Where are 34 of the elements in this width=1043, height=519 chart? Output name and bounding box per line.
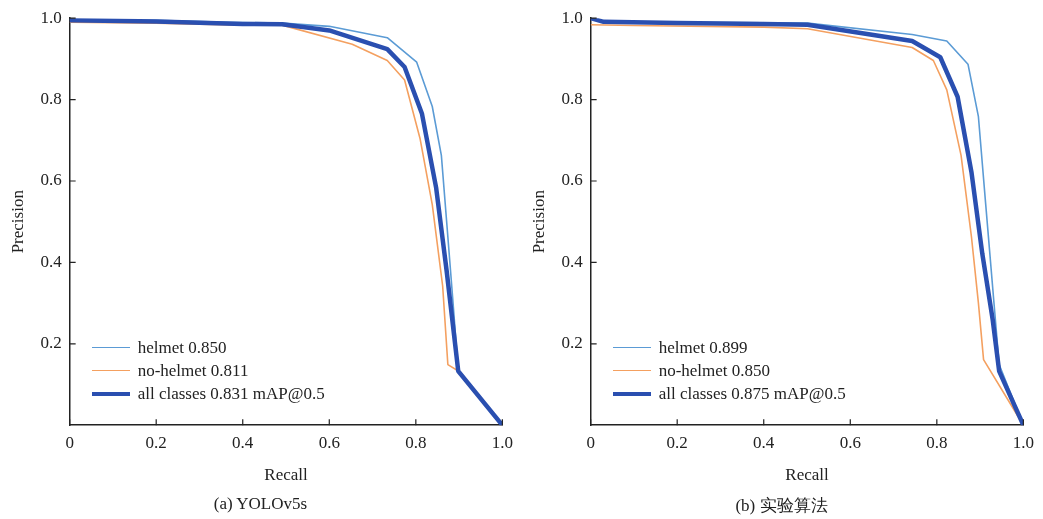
y-tick-label: 0.4	[561, 251, 584, 271]
x-tick-label: 0	[586, 432, 595, 452]
x-tick-label: 0.2	[666, 432, 688, 452]
x-tick-label: 0.4	[232, 432, 254, 452]
x-tick-label: 1.0	[491, 432, 513, 452]
x-tick-label: 0.8	[405, 432, 427, 452]
x-tick-label: 0.8	[926, 432, 948, 452]
x-tick-label: 0.6	[839, 432, 861, 452]
x-tick-label: 1.0	[1012, 432, 1034, 452]
legend-label: all classes 0.831 mAP@0.5	[137, 383, 325, 406]
legend-label: no-helmet 0.850	[658, 360, 771, 383]
legend-label: no-helmet 0.811	[137, 360, 249, 383]
y-axis-title: Precision	[7, 189, 27, 254]
y-tick-label: 0.6	[561, 170, 583, 190]
legend-label: helmet 0.899	[658, 337, 748, 360]
x-tick-label: 0.4	[753, 432, 775, 452]
x-tick-label: 0.6	[318, 432, 340, 452]
legend-label: all classes 0.875 mAP@0.5	[658, 383, 846, 406]
y-tick-label: 0.2	[561, 333, 583, 353]
x-axis-title: Recall	[264, 465, 308, 485]
x-tick-label: 0.2	[145, 432, 167, 452]
y-tick-label: 0.2	[40, 333, 62, 353]
text: (b) 实验算法	[734, 495, 829, 517]
y-tick-label: 0.8	[40, 89, 62, 109]
y-tick-label: 1.0	[561, 7, 583, 27]
y-tick-label: 0.6	[40, 170, 62, 190]
x-axis-title: Recall	[785, 465, 829, 485]
y-axis-title: Precision	[528, 189, 548, 254]
x-tick-label: 0	[65, 432, 74, 452]
text: (a) YOLOv5s	[212, 494, 309, 514]
legend-label: helmet 0.850	[137, 337, 227, 360]
y-tick-label: 0.4	[40, 251, 63, 271]
y-tick-label: 1.0	[40, 7, 62, 27]
y-tick-label: 0.8	[561, 89, 583, 109]
